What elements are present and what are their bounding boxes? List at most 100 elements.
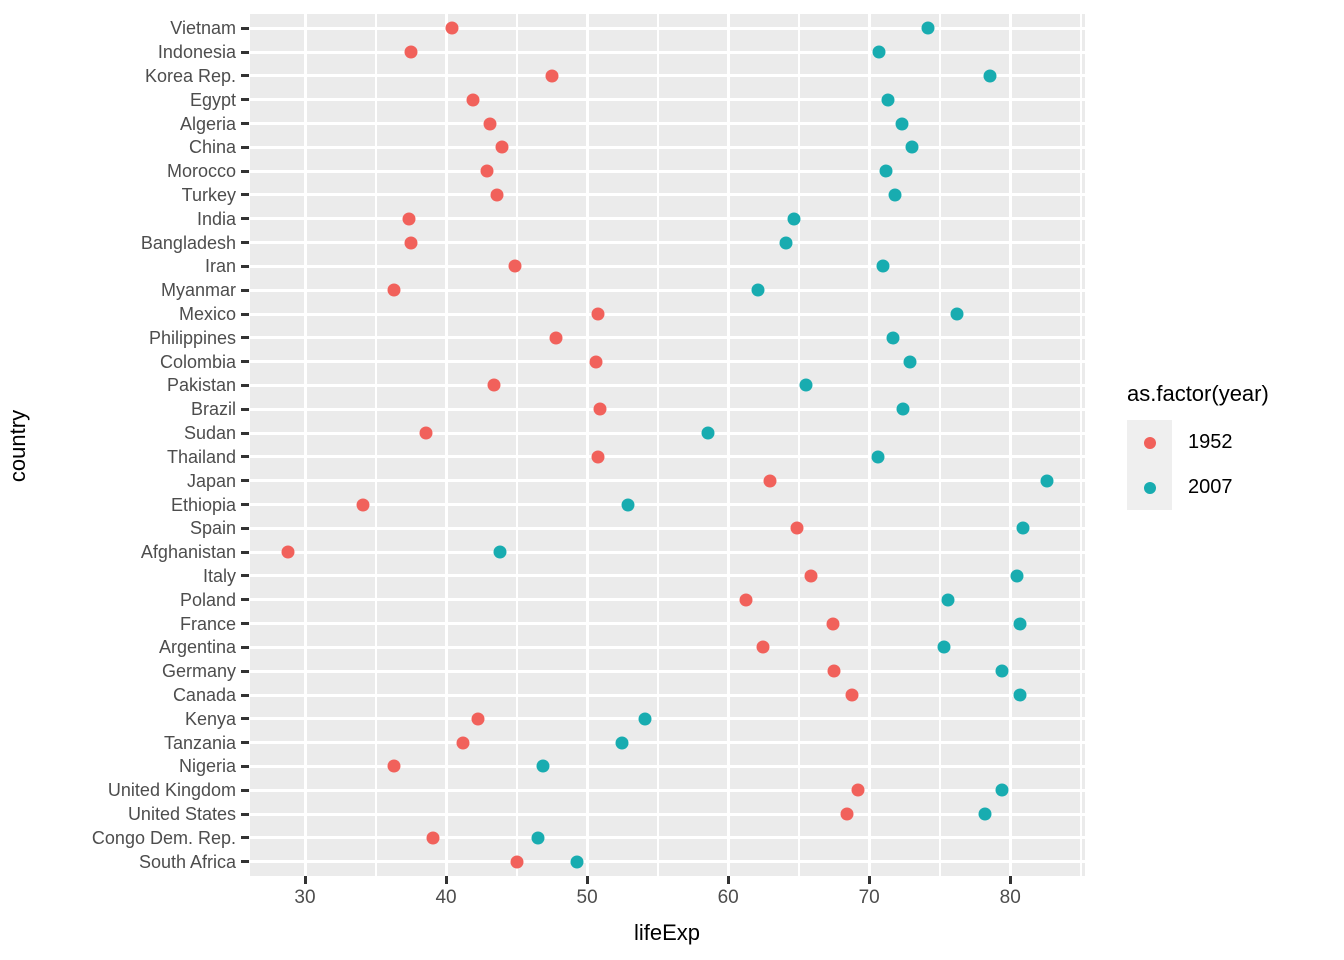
gridline-major-horizontal [250, 193, 1085, 197]
data-point [840, 807, 854, 821]
gridline-major-horizontal [250, 693, 1085, 697]
data-point [536, 759, 550, 773]
gridline-major-vertical [867, 14, 871, 876]
data-point [751, 283, 765, 297]
y-axis-tick [241, 574, 249, 578]
legend-item: 2007 [1127, 465, 1337, 510]
gridline-major-horizontal [250, 26, 1085, 30]
y-axis-label: Bangladesh [140, 232, 236, 253]
gridline-major-horizontal [250, 669, 1085, 673]
gridline-major-horizontal [250, 526, 1085, 530]
y-axis-label: Italy [202, 565, 236, 586]
y-axis-label: Afghanistan [140, 542, 236, 563]
data-point [756, 640, 770, 654]
data-point [387, 759, 401, 773]
gridline-minor-vertical [797, 14, 800, 876]
data-point [1013, 617, 1027, 631]
y-axis-label: Sudan [183, 423, 236, 444]
data-point [950, 307, 964, 321]
data-point [871, 450, 885, 464]
y-axis-tick [241, 669, 249, 673]
data-point [387, 283, 401, 297]
y-axis-label: Nigeria [178, 756, 236, 777]
data-point [549, 331, 563, 345]
y-axis-tick [241, 312, 249, 316]
gridline-major-horizontal [250, 812, 1085, 816]
gridline-major-horizontal [250, 598, 1085, 602]
data-point [483, 117, 497, 131]
gridline-major-horizontal [250, 479, 1085, 483]
data-point [545, 69, 559, 83]
y-axis-tick [241, 717, 249, 721]
gridline-major-horizontal [250, 622, 1085, 626]
gridline-major-horizontal [250, 503, 1085, 507]
y-axis-tick [241, 288, 249, 292]
gridline-major-horizontal [250, 312, 1085, 316]
data-point [978, 807, 992, 821]
y-axis-tick [241, 26, 249, 30]
x-axis-tick [585, 876, 589, 884]
y-axis-label: Thailand [166, 446, 236, 467]
y-axis-tick [241, 336, 249, 340]
data-point [615, 736, 629, 750]
data-point [763, 474, 777, 488]
y-axis-label: Myanmar [160, 280, 236, 301]
legend-point-icon [1143, 481, 1156, 494]
data-point [937, 640, 951, 654]
gridline-major-horizontal [250, 145, 1085, 149]
y-axis-tick [241, 503, 249, 507]
data-point [593, 402, 607, 416]
data-point [531, 831, 545, 845]
y-axis-tick [241, 598, 249, 602]
y-axis-label: China [188, 137, 236, 158]
y-axis-label: Japan [186, 470, 236, 491]
data-point [426, 831, 440, 845]
data-point [638, 712, 652, 726]
y-axis-label: United States [127, 804, 236, 825]
data-point [886, 331, 900, 345]
data-point [404, 236, 418, 250]
gridline-major-horizontal [250, 836, 1085, 840]
y-axis-tick [241, 145, 249, 149]
gridline-major-horizontal [250, 50, 1085, 54]
gridline-minor-vertical [656, 14, 659, 876]
data-point [589, 355, 603, 369]
gridline-major-vertical [726, 14, 730, 876]
y-axis-tick [241, 526, 249, 530]
gridline-major-horizontal [250, 74, 1085, 78]
y-axis-label: Ethiopia [170, 494, 236, 515]
x-axis-label: 70 [858, 887, 880, 908]
data-point [851, 783, 865, 797]
y-axis-tick [241, 764, 249, 768]
data-point [591, 307, 605, 321]
data-point [1013, 688, 1027, 702]
y-axis-tick [241, 860, 249, 864]
y-axis-label: Mexico [178, 304, 236, 325]
data-point [941, 593, 955, 607]
y-axis-label: Indonesia [157, 42, 236, 63]
y-axis-tick [241, 622, 249, 626]
data-point [888, 188, 902, 202]
gridline-minor-vertical [374, 14, 377, 876]
legend-item: 1952 [1127, 420, 1337, 465]
gridline-major-horizontal [250, 122, 1085, 126]
gridline-major-horizontal [250, 455, 1085, 459]
gridline-major-horizontal [250, 407, 1085, 411]
data-point [779, 236, 793, 250]
y-axis-label: Argentina [158, 637, 236, 658]
data-point [281, 545, 295, 559]
x-axis-tick [726, 876, 730, 884]
y-axis-label: Turkey [181, 184, 236, 205]
y-axis-label: Kenya [184, 708, 236, 729]
data-point [404, 45, 418, 59]
legend-title: as.factor(year) [1127, 381, 1269, 406]
y-axis-tick [241, 169, 249, 173]
x-axis-tick [1008, 876, 1012, 884]
legend-point-icon [1143, 436, 1156, 449]
x-axis-label: 60 [717, 887, 739, 908]
data-point [466, 93, 480, 107]
gridline-major-horizontal [250, 241, 1085, 245]
y-axis-tick [241, 693, 249, 697]
y-axis-label: Congo Dem. Rep. [91, 827, 236, 848]
